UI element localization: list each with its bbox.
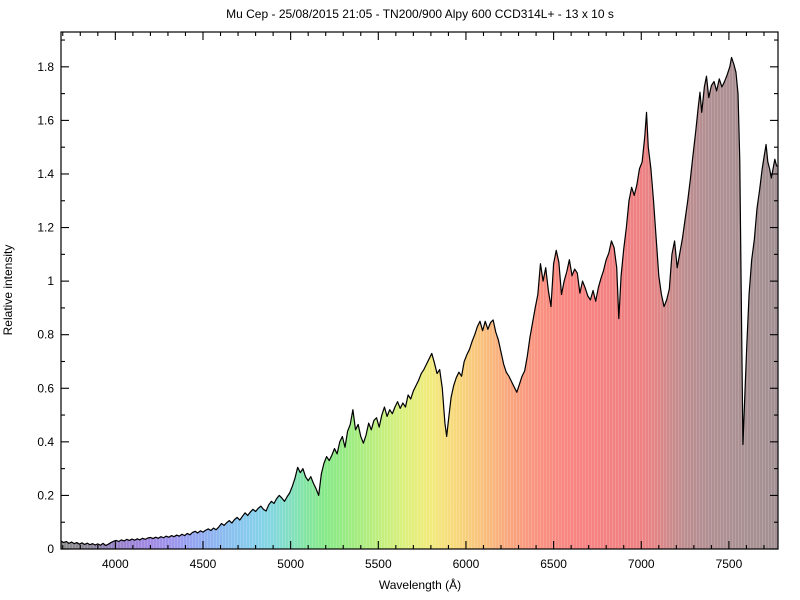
spectrum-fill-texture <box>61 57 778 549</box>
x-tick-label: 4000 <box>102 557 129 571</box>
plot-frame <box>60 31 779 550</box>
y-tick-label: 0.8 <box>37 328 54 342</box>
y-tick-label: 1 <box>47 274 54 288</box>
x-tick-label: 6000 <box>453 557 480 571</box>
chart-title: Mu Cep - 25/08/2015 21:05 - TN200/900 Al… <box>226 7 614 21</box>
plot-area: 4000 4500 5000 5500 6000 6500 7000 7500 0 0.2 0.4 0… <box>37 31 779 571</box>
x-tick-label: 6500 <box>540 557 567 571</box>
y-tick-label: 0.4 <box>37 435 54 449</box>
y-tick-label: 0.2 <box>37 488 54 502</box>
spectrum-curve <box>60 56 778 547</box>
x-tick-label: 7500 <box>716 557 743 571</box>
y-tick-label: 1.2 <box>37 221 54 235</box>
y-tick-label: 0 <box>47 542 54 556</box>
x-tick-label: 5000 <box>277 557 304 571</box>
y-tick-label: 1.6 <box>37 113 54 127</box>
y-tick-label: 0.6 <box>37 381 54 395</box>
y-tick-label: 1.8 <box>37 60 54 74</box>
y-tick-label: 1.4 <box>37 167 54 181</box>
x-tick-label: 7000 <box>628 557 655 571</box>
x-tick-label: 4500 <box>190 557 217 571</box>
y-axis-label: Relative intensity <box>1 245 15 336</box>
x-tick-label: 5500 <box>365 557 392 571</box>
x-axis-label: Wavelength (Å) <box>379 577 461 592</box>
